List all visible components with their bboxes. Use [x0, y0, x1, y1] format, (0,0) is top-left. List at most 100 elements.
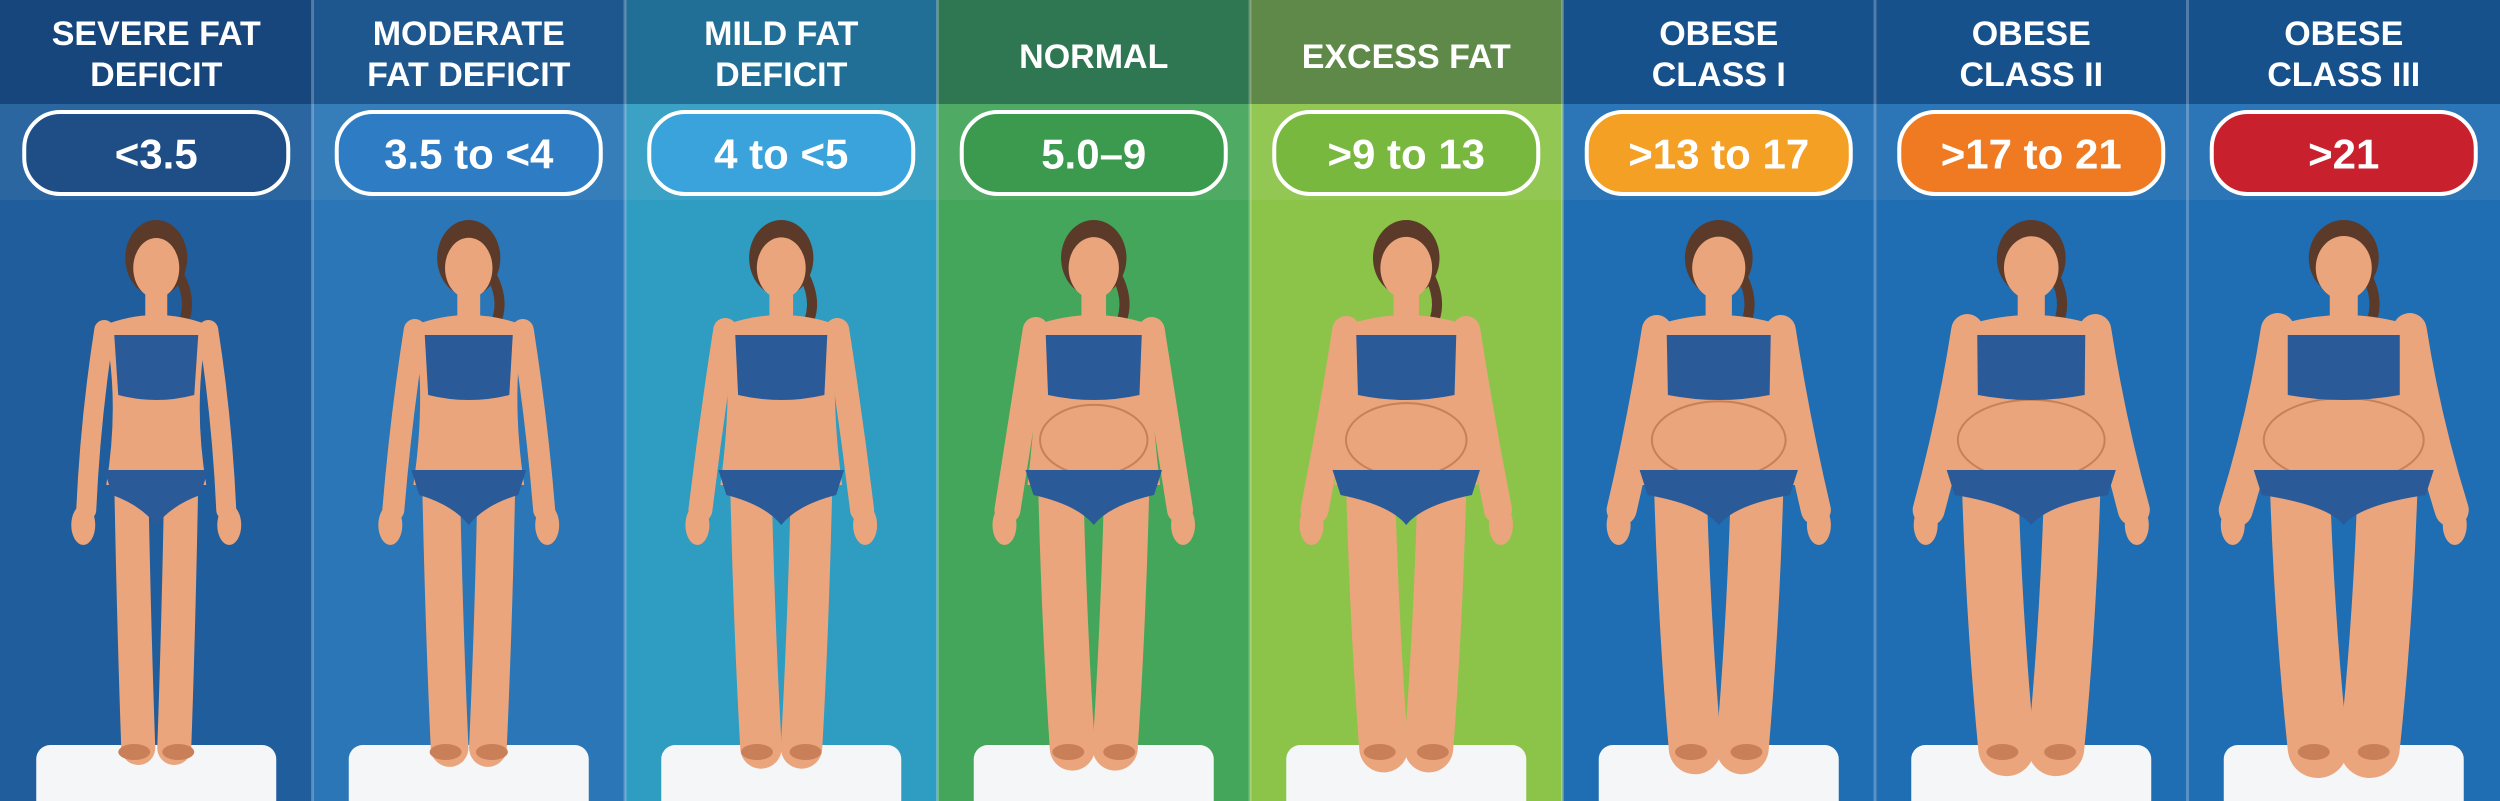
leg — [780, 459, 833, 769]
bottom — [1332, 470, 1480, 525]
hand — [1806, 505, 1831, 545]
range-label: >21 — [2308, 131, 2379, 178]
leg — [2339, 450, 2418, 778]
figure — [2218, 220, 2469, 778]
arm — [1452, 316, 1512, 524]
head — [133, 238, 180, 298]
bottom — [1639, 470, 1798, 525]
leg — [1345, 455, 1409, 773]
hand — [2124, 505, 2149, 545]
arm — [688, 318, 738, 522]
header-bg — [312, 0, 625, 104]
column-title: OBESE — [2284, 15, 2403, 53]
leg — [469, 461, 516, 767]
range-label: <3.5 — [115, 131, 198, 178]
bottom — [2253, 470, 2434, 525]
scale — [1286, 745, 1527, 801]
top — [424, 335, 513, 400]
foot — [162, 744, 195, 760]
arm — [1138, 317, 1194, 523]
column: NORMAL 5.0–9 — [936, 0, 1250, 801]
header-bg — [937, 0, 1250, 104]
leg — [730, 459, 782, 769]
range-pill — [334, 110, 603, 196]
top — [1666, 335, 1771, 400]
scale — [36, 745, 277, 801]
arm — [825, 318, 875, 522]
belly — [1039, 403, 1149, 477]
foot — [118, 744, 151, 760]
range-pill — [1272, 110, 1541, 196]
arm — [1606, 315, 1672, 525]
scale — [1911, 745, 2152, 801]
header-bg — [1562, 0, 1875, 104]
scale — [661, 745, 902, 801]
belly — [1650, 400, 1787, 480]
scale — [2223, 745, 2464, 801]
arm — [1300, 316, 1361, 524]
belly — [1956, 398, 2106, 482]
column-title: OBESE — [1972, 15, 2091, 53]
leg — [1653, 453, 1722, 775]
belly — [2262, 397, 2425, 483]
foot — [740, 744, 773, 760]
figure — [1606, 220, 1831, 775]
header-bg — [0, 0, 313, 104]
head — [756, 237, 806, 299]
column-title: EXCESS FAT — [1302, 38, 1511, 76]
hand — [685, 505, 710, 545]
header-bg — [2187, 0, 2500, 104]
arm — [994, 317, 1049, 523]
range-label: >13 to 17 — [1628, 131, 1809, 178]
figure — [992, 220, 1196, 771]
leg — [1092, 457, 1150, 771]
hand — [853, 505, 878, 545]
top — [114, 335, 199, 400]
column-title: CLASS I — [1652, 56, 1786, 94]
foot — [1986, 744, 2019, 760]
header-bg — [1875, 0, 2188, 104]
bottom — [411, 470, 527, 525]
range-pill — [1584, 110, 1853, 196]
hand — [992, 505, 1017, 545]
foot — [1103, 744, 1136, 760]
range-label: 5.0–9 — [1041, 131, 1146, 178]
range-label: 4 to <5 — [714, 131, 848, 178]
foot — [475, 744, 508, 760]
bottom — [1025, 470, 1163, 525]
leg — [422, 461, 469, 767]
foot — [1730, 744, 1763, 760]
hand — [1488, 505, 1513, 545]
arm — [382, 319, 426, 521]
leg — [1716, 453, 1784, 775]
bottom — [1946, 470, 2116, 525]
head — [1380, 236, 1433, 300]
figure — [1912, 220, 2150, 777]
top — [2287, 335, 2400, 400]
hand — [217, 505, 242, 545]
range-pill — [647, 110, 916, 196]
scale — [973, 745, 1214, 801]
scale — [348, 745, 589, 801]
column-title: MODERATE — [373, 15, 565, 53]
column-title: OBESE — [1659, 15, 1778, 53]
foot — [789, 744, 822, 760]
column: EXCESS FAT >9 to 13 — [1248, 0, 1563, 801]
figure — [71, 220, 242, 765]
figure — [1299, 220, 1513, 773]
belly — [1344, 402, 1468, 478]
foot — [1675, 744, 1708, 760]
top — [1977, 335, 2086, 400]
top — [735, 335, 828, 400]
range-label: >17 to 21 — [1941, 131, 2122, 178]
column-title: SEVERE FAT — [52, 15, 261, 53]
leg — [2269, 450, 2348, 778]
range-label: >9 to 13 — [1327, 131, 1485, 178]
head — [445, 237, 493, 299]
hand — [2220, 505, 2245, 545]
